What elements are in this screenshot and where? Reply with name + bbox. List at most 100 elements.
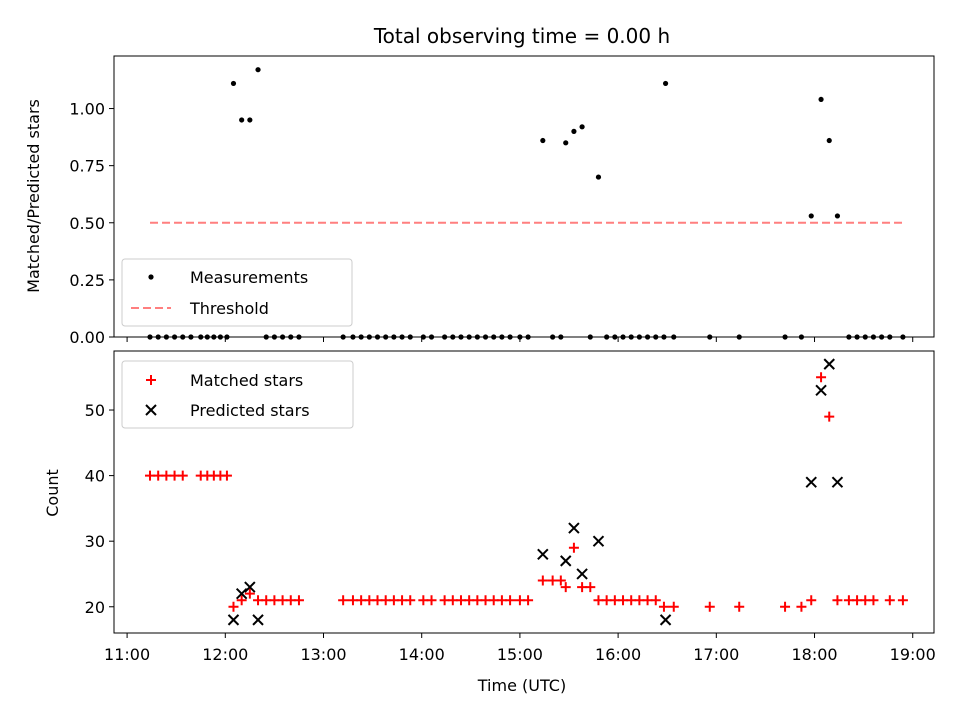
bottom-panel: 20 30 40 50 11:00 12:00 13:00 14:00 15:00 16:00 17… [85,350,936,664]
matched-star-point [405,595,416,606]
measurement-point [826,137,832,144]
x-tick-label: 15:00 [497,645,543,664]
bottom-ylabel: Count [43,469,62,517]
y-tick-label: 1.00 [69,100,105,119]
measurement-point [653,334,659,340]
measurement-point [558,334,564,340]
plot-frame [113,350,935,634]
measurement-point [491,334,497,340]
matched-star-point [523,595,534,606]
measurement-point [707,334,713,340]
bottom-legend: Matched stars Predicted stars [121,360,354,429]
matched-star-point [568,542,579,553]
measurement-point [474,334,480,340]
measurement-point [887,334,893,340]
matched-star-point [832,595,843,606]
predicted-star-point [227,614,240,626]
x-tick-label: 18:00 [791,645,837,664]
matched-star-point [585,582,596,593]
legend-box [121,360,354,429]
predicted-star-point [560,555,572,567]
measurement-point [671,334,677,340]
measurement-point [808,213,814,219]
measurement-point [239,117,245,123]
predicted-star-point [537,548,549,561]
matched-star-point [236,595,247,606]
measurement-point [517,334,523,340]
measurement-point [466,334,472,340]
matched-star-point [796,601,807,612]
predicted-star-point [659,614,672,626]
matched-star-point [780,601,791,612]
matched-star-point [824,411,835,422]
bottom-xlabel: Time (UTC) [477,676,566,695]
predicted-star-point [831,476,844,488]
measurement-point [279,334,286,340]
legend-label-matched: Matched stars [190,371,303,390]
measurement-point [383,334,389,340]
measurement-point [628,334,634,340]
x-tick-label: 14:00 [399,645,445,664]
measurement-point [846,334,852,340]
matched-star-point [177,470,188,481]
predicted-star-point [592,535,605,547]
measurement-point [198,334,204,340]
measurement-point [662,80,669,87]
matched-star-point [338,595,349,606]
predicted-star-point [252,614,264,626]
matched-star-point [884,595,895,606]
matched-star-point [221,470,232,481]
measurement-point [255,67,261,73]
y-tick-label: 30 [85,532,105,551]
measurement-point [458,334,464,340]
measurement-point [636,334,642,340]
predicted-star-point [568,522,580,534]
measurement-point [204,334,210,340]
measurement-point [340,334,346,340]
y-tick-label: 0.75 [69,157,105,176]
matched-star-point [897,595,908,606]
predicted-star-point [805,476,817,488]
measurement-point [834,213,841,219]
measurement-point [499,334,505,340]
matched-star-point [244,588,255,599]
top-legend: Measurements Threshold [121,258,353,327]
measurement-point [188,334,194,340]
measurement-point [230,80,237,87]
measurement-point [736,334,742,340]
measurement-point [171,334,178,340]
measurement-point [366,334,372,340]
legend-marker-predicted [145,404,157,416]
predicted-star-point [235,587,248,600]
measurement-point [288,334,294,340]
measurement-point [180,334,186,340]
measurement-point [155,334,161,340]
measurement-point [482,334,489,340]
measurement-point [407,334,413,340]
legend-label-measurements: Measurements [190,268,308,287]
matched-star-point [505,595,516,606]
measurement-point [442,334,448,340]
measurement-point [224,334,230,340]
measurement-point [661,334,667,340]
matched-star-point [560,582,571,593]
measurement-point [163,334,169,340]
measurement-point [782,334,788,340]
x-tick-label: 11:00 [104,645,150,664]
legend-label-threshold: Threshold [189,299,269,318]
measurement-point [399,334,405,340]
measurement-point [540,137,546,144]
x-tick-label: 19:00 [890,645,936,664]
matched-star-point [734,601,745,612]
chart-title: Total observing time = 0.00 h [373,24,670,48]
y-tick-label: 0.50 [69,214,105,233]
matched-star-point [816,372,827,383]
plot-frame [113,55,935,338]
measurement-point [579,124,585,130]
measurement-point [374,334,381,340]
measurement-point [420,334,426,340]
measurement-point [350,334,356,340]
measurement-point [587,334,593,340]
y-tick-label: 40 [85,467,105,486]
y-tick-label: 0.25 [69,271,105,290]
